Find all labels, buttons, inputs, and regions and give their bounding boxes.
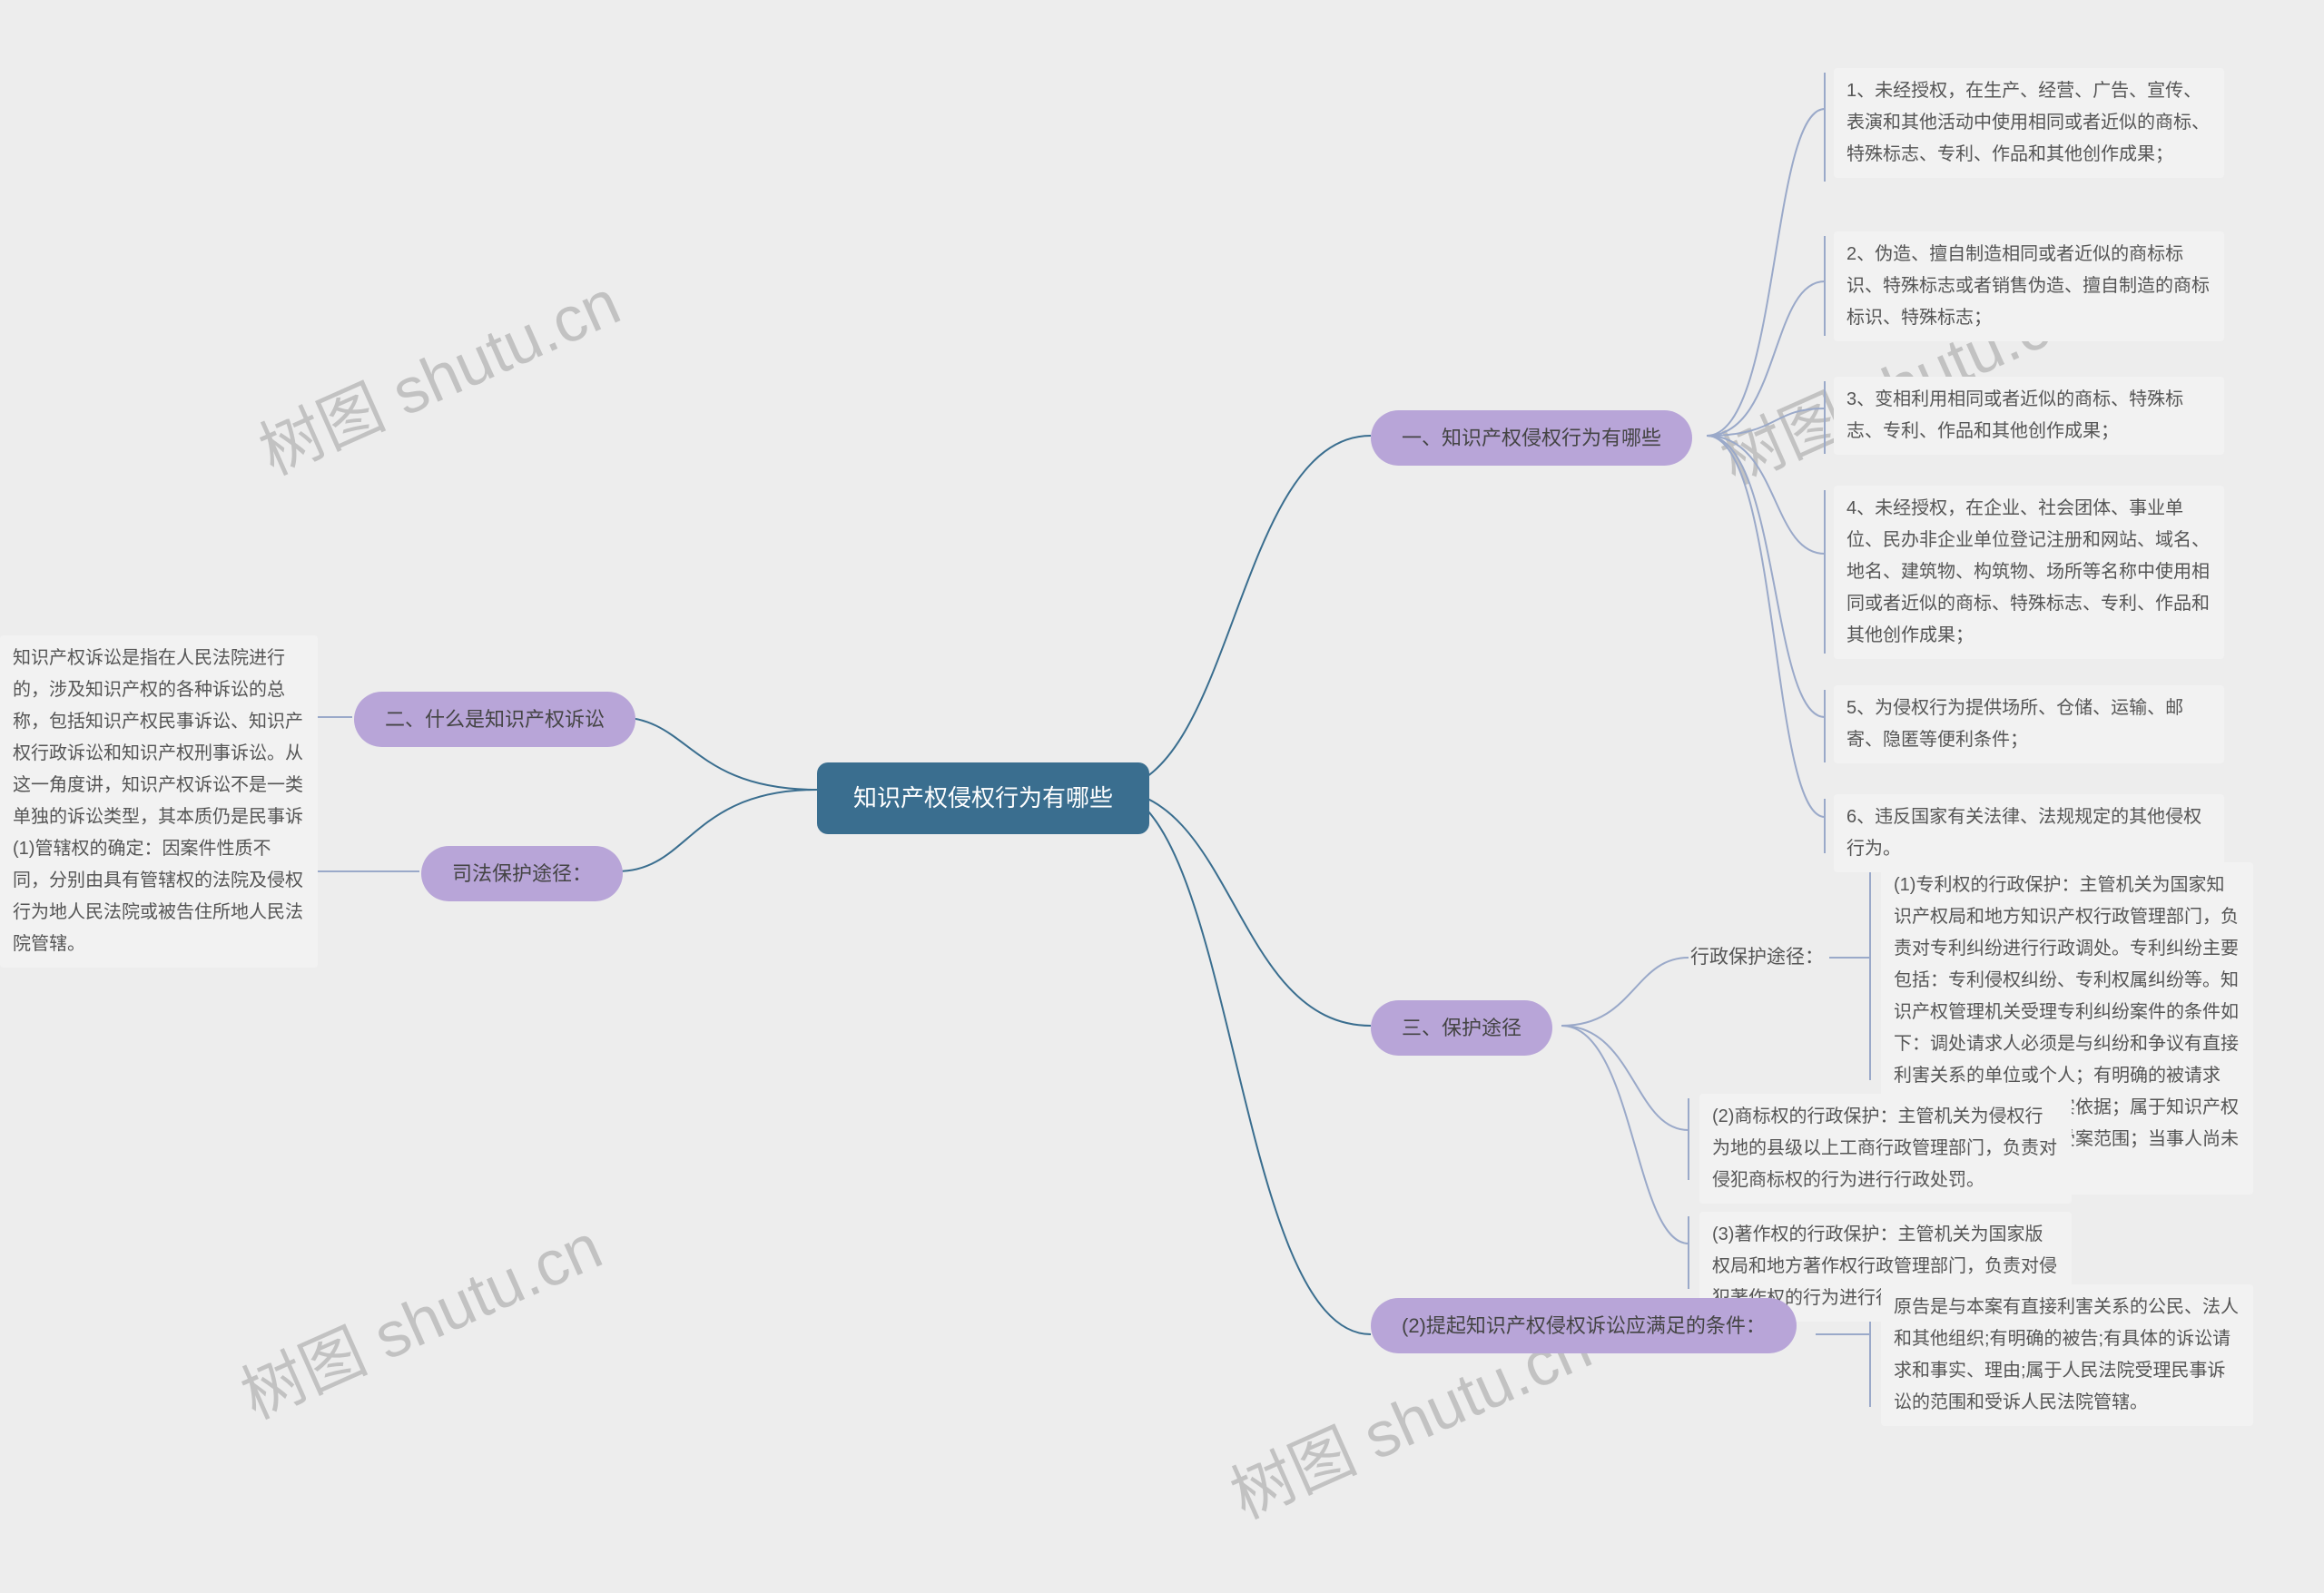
watermark: 树图 shutu.cn	[243, 252, 632, 493]
branch-1-leaf-2[interactable]: 2、伪造、擅自制造相同或者近似的商标标识、特殊标志或者销售伪造、擅自制造的商标标…	[1834, 231, 2224, 341]
branch-1-leaf-4[interactable]: 4、未经授权，在企业、社会团体、事业单位、民办非企业单位登记注册和网站、域名、地…	[1834, 486, 2224, 659]
branch-3[interactable]: 三、保护途径	[1371, 1000, 1552, 1056]
branch-3-leaf-2[interactable]: (2)商标权的行政保护：主管机关为侵权行为地的县级以上工商行政管理部门，负责对侵…	[1699, 1094, 2072, 1204]
branch-2[interactable]: 二、什么是知识产权诉讼	[354, 692, 635, 747]
branch-1-leaf-3[interactable]: 3、变相利用相同或者近似的商标、特殊标志、专利、作品和其他创作成果；	[1834, 377, 2224, 455]
branch-4-leaf[interactable]: 原告是与本案有直接利害关系的公民、法人和其他组织;有明确的被告;有具体的诉讼请求…	[1881, 1284, 2253, 1426]
branch-5[interactable]: 司法保护途径：	[421, 846, 623, 901]
branch-3-mid[interactable]: 行政保护途径：	[1690, 942, 1824, 973]
branch-1[interactable]: 一、知识产权侵权行为有哪些	[1371, 410, 1692, 466]
branch-1-leaf-6[interactable]: 6、违反国家有关法律、法规规定的其他侵权行为。	[1834, 794, 2224, 872]
branch-4[interactable]: (2)提起知识产权侵权诉讼应满足的条件：	[1371, 1298, 1797, 1353]
branch-5-leaf[interactable]: (1)管辖权的确定：因案件性质不同，分别由具有管辖权的法院及侵权行为地人民法院或…	[0, 826, 318, 968]
mindmap-canvas: 树图 shutu.cn 树图 shutu.cn 树图 shutu.cn 树图 s…	[0, 0, 2324, 1593]
watermark: 树图 shutu.cn	[225, 1196, 614, 1437]
branch-1-leaf-5[interactable]: 5、为侵权行为提供场所、仓储、运输、邮寄、隐匿等便利条件；	[1834, 685, 2224, 763]
branch-1-leaf-1[interactable]: 1、未经授权，在生产、经营、广告、宣传、表演和其他活动中使用相同或者近似的商标、…	[1834, 68, 2224, 178]
root-node[interactable]: 知识产权侵权行为有哪些	[817, 762, 1149, 834]
